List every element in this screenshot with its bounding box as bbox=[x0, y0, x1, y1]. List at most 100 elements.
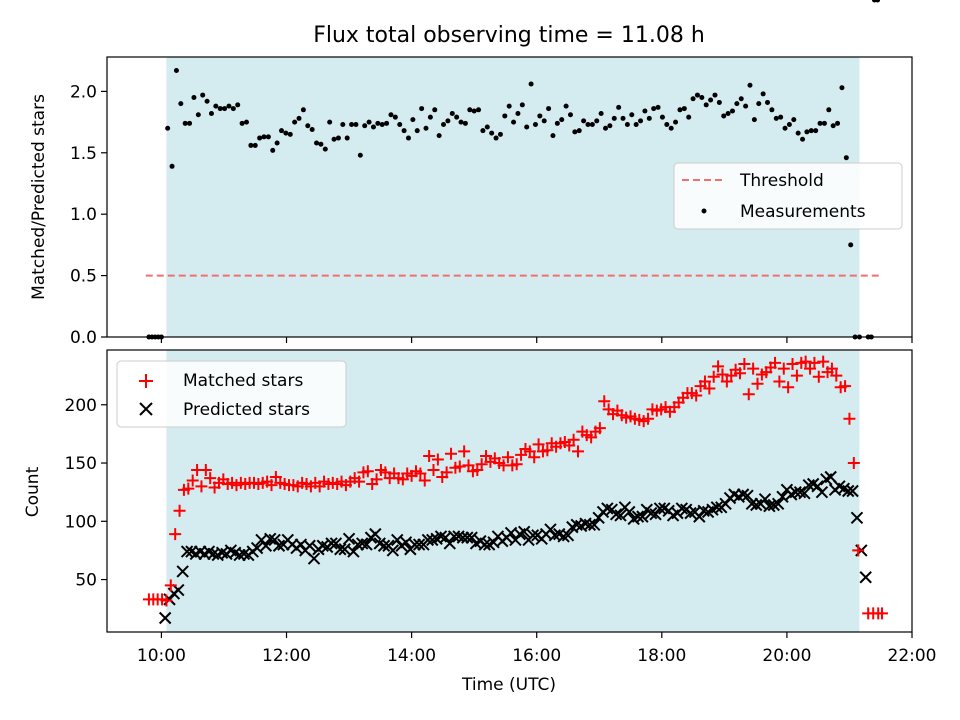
y-tick-label: 2.0 bbox=[70, 82, 97, 102]
legend-threshold-label: Threshold bbox=[739, 171, 824, 191]
measurement-point bbox=[222, 106, 228, 112]
bottom-legend: Matched stars Predicted stars bbox=[116, 360, 347, 428]
measurement-point bbox=[414, 128, 420, 134]
matched-stars-point bbox=[414, 467, 427, 480]
predicted-stars-point bbox=[412, 538, 426, 551]
measurement-point bbox=[335, 135, 341, 141]
predicted-stars-point bbox=[369, 527, 382, 541]
measurement-point bbox=[673, 119, 679, 125]
predicted-stars-point bbox=[614, 509, 627, 522]
matched-stars-point bbox=[782, 381, 795, 394]
predicted-stars-point bbox=[456, 531, 470, 544]
matched-stars-point bbox=[712, 360, 725, 373]
y-tick-label: 150 bbox=[65, 454, 97, 474]
measurement-point bbox=[493, 135, 499, 141]
measurement-point bbox=[309, 126, 315, 132]
matched-stars-point bbox=[852, 544, 865, 557]
measurement-point bbox=[283, 130, 289, 136]
predicted-stars-point bbox=[649, 508, 662, 521]
matched-stars-point bbox=[431, 453, 444, 466]
measurement-point bbox=[581, 118, 587, 124]
predicted-stars-point bbox=[793, 485, 807, 499]
measurement-point bbox=[344, 135, 350, 141]
matched-stars-point bbox=[353, 475, 366, 488]
predicted-stars-point bbox=[841, 484, 855, 498]
measurement-point bbox=[195, 112, 201, 118]
matched-stars-point bbox=[173, 504, 186, 517]
matched-stars-point bbox=[427, 464, 440, 477]
measurement-point bbox=[686, 114, 692, 120]
bottom-y-ticks: 50 100 150 200 bbox=[65, 396, 107, 591]
x-tick-label: 14:00 bbox=[387, 646, 436, 666]
measurement-point bbox=[694, 92, 700, 98]
matched-stars-point bbox=[843, 412, 856, 425]
predicted-stars-point bbox=[811, 480, 824, 493]
measurement-point bbox=[357, 152, 363, 158]
predicted-stars-point bbox=[478, 538, 492, 551]
predicted-stars-point bbox=[758, 492, 772, 506]
measurement-point bbox=[165, 125, 171, 131]
measurement-point bbox=[502, 113, 508, 119]
predicted-stars-point bbox=[544, 523, 557, 536]
predicted-stars-point bbox=[609, 508, 623, 521]
measurement-point bbox=[331, 136, 337, 142]
measurement-point bbox=[690, 96, 696, 102]
predicted-stars-point bbox=[351, 538, 365, 551]
x-tick-label: 20:00 bbox=[762, 646, 811, 666]
legend-predicted-label: Predicted stars bbox=[183, 400, 310, 420]
x-tick-label: 22:00 bbox=[888, 646, 937, 666]
measurement-point bbox=[441, 122, 447, 128]
measurement-point bbox=[213, 103, 219, 109]
predicted-stars-point bbox=[846, 484, 859, 498]
x-tick-label: 12:00 bbox=[262, 646, 311, 666]
matched-stars-point bbox=[160, 594, 173, 607]
matched-stars-point bbox=[875, 607, 888, 620]
predicted-stars-point bbox=[601, 502, 614, 515]
predicted-stars-point bbox=[850, 511, 864, 525]
measurement-point bbox=[388, 112, 394, 118]
matched-stars-point bbox=[532, 438, 545, 451]
measurement-point bbox=[235, 102, 241, 108]
matched-stars-point bbox=[812, 370, 825, 383]
measurement-point bbox=[782, 125, 788, 131]
measurement-point bbox=[751, 117, 757, 123]
measurement-point bbox=[419, 106, 425, 112]
measurement-point bbox=[786, 122, 792, 128]
predicted-stars-point bbox=[272, 539, 286, 552]
measurement-point bbox=[821, 120, 827, 126]
matched-stars-point bbox=[199, 464, 212, 477]
measurement-point bbox=[305, 123, 311, 129]
matched-stars-point bbox=[817, 355, 830, 368]
y-tick-label: 1.0 bbox=[70, 205, 97, 225]
measurement-point bbox=[532, 122, 538, 128]
measurement-point bbox=[353, 122, 359, 128]
matched-stars-point bbox=[799, 355, 812, 368]
bottom-axes-frame bbox=[106, 349, 913, 633]
measurement-point bbox=[677, 107, 683, 113]
measurement-point bbox=[375, 120, 381, 126]
predicted-stars-point bbox=[355, 537, 369, 550]
measurement-point bbox=[362, 123, 368, 129]
measurement-point bbox=[875, 0, 881, 3]
matched-stars-point bbox=[830, 369, 843, 382]
measurement-point bbox=[541, 118, 547, 124]
measurement-point bbox=[559, 117, 565, 123]
predicted-stars-point bbox=[215, 546, 229, 559]
measurement-point bbox=[515, 110, 521, 116]
predicted-stars-point bbox=[693, 510, 706, 523]
measurement-point bbox=[349, 122, 355, 128]
predicted-stars-point bbox=[771, 497, 785, 511]
measurement-point bbox=[572, 129, 578, 135]
predicted-stars-point bbox=[517, 525, 531, 538]
predicted-stars-point bbox=[307, 552, 321, 565]
measurement-point bbox=[769, 107, 775, 113]
measurement-point bbox=[432, 107, 438, 113]
matched-stars-point bbox=[825, 362, 838, 375]
measurement-point bbox=[773, 115, 779, 121]
predicted-stars-point bbox=[250, 541, 264, 555]
predicted-stars-point bbox=[815, 485, 829, 499]
matched-stars-point bbox=[747, 362, 760, 375]
matched-stars-point bbox=[738, 357, 751, 370]
predicted-stars-point bbox=[316, 539, 330, 552]
